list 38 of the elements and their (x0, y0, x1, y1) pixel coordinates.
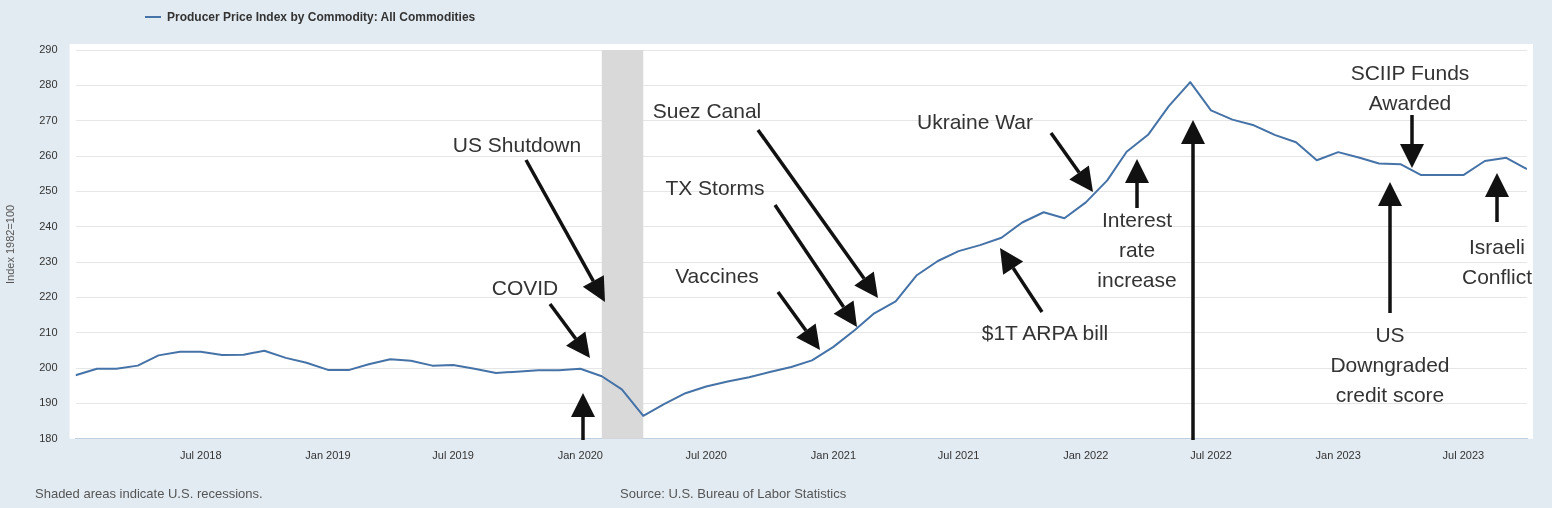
annotation: SCIIP Funds Awarded (1350, 61, 1470, 114)
annotation: Israeli Conflict (1461, 235, 1533, 288)
annotation: $1T ARPA bill (981, 321, 1109, 344)
y-tick-label: 250 (39, 184, 58, 197)
x-tick-label: Jan 2019 (305, 449, 351, 462)
y-tick-label: 280 (39, 78, 58, 91)
y-tick-label: 200 (39, 361, 58, 374)
y-tick-label: 240 (39, 219, 58, 232)
annotation: Interest rate increase (1097, 208, 1177, 291)
x-tick-label: Jul 2022 (1190, 449, 1232, 462)
source-note: Source: U.S. Bureau of Labor Statistics (620, 486, 847, 501)
annotation: TX Storms (665, 176, 765, 199)
annotation: US Shutdown (452, 133, 582, 156)
y-axis-title: Index 1982=100 (3, 204, 16, 285)
x-tick-label: Jul 2018 (179, 449, 222, 462)
x-tick-label: Jul 2023 (1442, 449, 1485, 462)
y-tick-label: 270 (39, 113, 58, 126)
x-tick-label: Jan 2022 (1063, 449, 1109, 462)
x-tick-label: Jul 2020 (685, 449, 727, 462)
y-tick-label: 210 (39, 325, 58, 338)
y-tick-label: 220 (39, 290, 58, 303)
annotation: COVID (491, 276, 559, 299)
x-tick-label: Jan 2021 (810, 449, 857, 462)
annotation: US Downgraded credit score (1330, 323, 1450, 406)
annotation: Ukraine War (917, 110, 1033, 133)
x-tick-label: Jan 2020 (557, 449, 603, 462)
annotation: Vaccines (675, 264, 759, 287)
legend-label: Producer Price Index by Commodity: All Commodities (167, 10, 476, 24)
text: Shaded areas indicate U.S. recessions. (35, 486, 263, 501)
y-tick-label: 230 (39, 255, 58, 268)
annotation: Suez Canal (652, 99, 762, 122)
y-tick-label: 190 (39, 396, 58, 409)
y-tick-label: 260 (39, 149, 58, 162)
y-tick-label: 180 (39, 431, 58, 444)
x-tick-label: Jul 2021 (937, 449, 980, 462)
y-tick-label: 290 (39, 43, 58, 56)
x-tick-label: Jul 2019 (432, 449, 474, 462)
x-tick-label: Jan 2023 (1315, 449, 1361, 462)
